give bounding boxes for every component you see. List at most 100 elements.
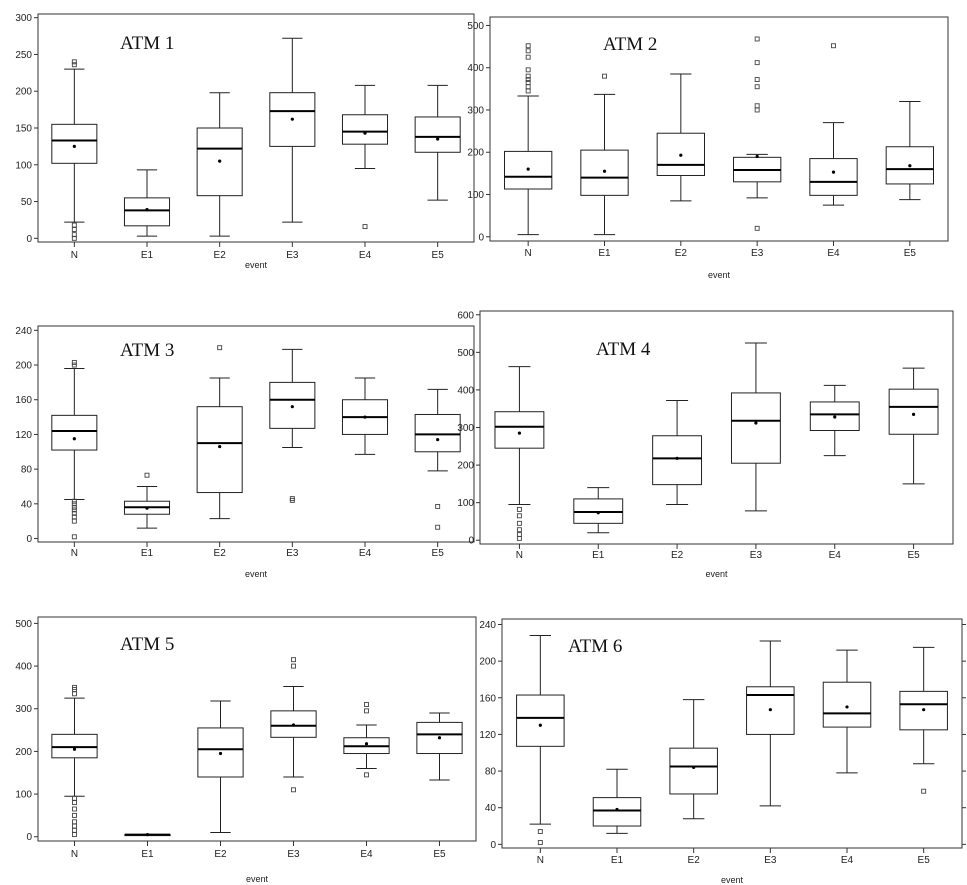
chart-title: ATM 6 (568, 636, 622, 657)
x-category-label: E2 (214, 548, 227, 559)
panel-atm-5: 0 100 200 300 400 500 N E1 E2 E3 E4 E5 event ATM 5 (15, 616, 477, 884)
box-E5 (414, 84, 461, 201)
x-category-label: E1 (611, 855, 624, 866)
iqr-box (730, 392, 781, 464)
outlier-point (71, 362, 77, 368)
box-E1 (592, 768, 642, 834)
x-category-label: E3 (286, 548, 299, 559)
panel-atm-4: 0 100 200 300 400 500 600 N E1 E2 E3 E4 E5 event ATM 4 (457, 310, 954, 579)
box-E5 (888, 367, 939, 485)
outlier-point (516, 513, 522, 519)
outlier-point (71, 59, 77, 65)
x-category-label: E4 (359, 548, 372, 559)
outlier-point (921, 788, 927, 794)
panel-atm-3: 0 40 80 120 160 200 240 N E1 E2 E3 E4 E5 event ATM 3 (15, 325, 475, 579)
box-E2 (669, 699, 718, 820)
chart-title: ATM 2 (603, 34, 657, 55)
y-tick-label: 200 (15, 87, 32, 98)
y-tick-label: 300 (15, 13, 32, 24)
x-axis-label: event (708, 270, 731, 280)
mean-marker (692, 765, 696, 769)
x-axis-label: event (245, 569, 268, 579)
x-category-label: N (71, 250, 78, 261)
x-category-label: E3 (764, 855, 777, 866)
outlier-point (754, 84, 760, 90)
outlier-point (435, 524, 441, 530)
x-category-label: E2 (671, 550, 684, 561)
mean-marker (831, 170, 836, 174)
outlier-point (362, 224, 368, 230)
y-tick-label: 0 (26, 234, 32, 245)
mean-marker (436, 137, 440, 141)
y-tick-label: 100 (457, 498, 474, 509)
outlier-point (72, 795, 77, 801)
mean-marker (679, 153, 683, 157)
y-tick-label: 500 (467, 21, 484, 32)
mean-marker (218, 159, 222, 163)
box-E2 (197, 700, 244, 833)
y-tick-label: 0 (26, 832, 32, 843)
box-E3 (746, 640, 795, 807)
box-E3 (269, 37, 316, 223)
panel-atm-1: 0 50 100 150 200 250 300 N E1 E2 E3 E4 E5 event ATM 1 (15, 13, 475, 270)
outlier-point (435, 503, 441, 509)
outlier-point (291, 657, 296, 663)
outlier-point (71, 518, 77, 524)
y-tick-label: 500 (15, 619, 32, 630)
iqr-box (196, 406, 243, 494)
x-category-label: N (537, 855, 544, 866)
outlier-point (71, 501, 77, 507)
outlier-point (72, 827, 77, 833)
chart-title: ATM 1 (120, 33, 174, 54)
box-N (504, 43, 553, 236)
box-E5 (416, 712, 463, 781)
outlier-point (71, 222, 77, 228)
x-category-label: E2 (214, 250, 227, 261)
iqr-box (494, 411, 545, 449)
box-E3 (733, 36, 782, 231)
box-N (51, 59, 98, 241)
x-category-label: E1 (592, 550, 605, 561)
iqr-box (652, 435, 703, 486)
mean-marker (72, 437, 76, 441)
iqr-box (888, 388, 939, 435)
outlier-point (72, 684, 77, 690)
outlier-point (516, 527, 522, 533)
x-category-label: E5 (433, 849, 446, 860)
mean-marker (922, 708, 926, 712)
mean-marker (436, 438, 440, 442)
x-category-label: E4 (841, 855, 854, 866)
y-tick-label: 150 (15, 124, 32, 135)
box-E2 (196, 345, 243, 520)
y-tick-label: 0 (26, 534, 32, 545)
y-tick-label: 80 (485, 767, 497, 778)
mean-marker (675, 456, 679, 460)
iqr-box (123, 197, 171, 227)
x-category-label: E1 (141, 250, 154, 261)
box-E4 (809, 384, 860, 457)
box-N (516, 634, 565, 845)
box-E3 (270, 657, 317, 793)
outlier-point (516, 520, 522, 526)
y-tick-label: 200 (479, 657, 496, 668)
y-tick-label: 300 (15, 704, 32, 715)
x-axis-label: event (705, 569, 728, 579)
mean-marker (364, 742, 369, 746)
mean-marker (908, 164, 912, 168)
mean-marker (615, 807, 619, 812)
box-N (51, 684, 98, 838)
mean-marker (911, 412, 916, 416)
outlier-point (72, 800, 77, 806)
outlier-point (602, 73, 607, 79)
x-category-label: E5 (918, 855, 931, 866)
y-tick-label: 120 (479, 730, 496, 741)
plot-frame (479, 310, 954, 545)
mean-marker (72, 144, 76, 148)
outlier-point (754, 36, 760, 42)
y-tick-label: 0 (468, 536, 474, 547)
panel-atm-6: 0 40 80 120 160 200 240 N E1 E2 E3 E4 E5 event ATM 6 (479, 618, 966, 885)
mean-marker (755, 154, 759, 159)
outlier-point (525, 54, 531, 60)
x-axis-label: event (246, 874, 269, 884)
x-category-label: E5 (907, 550, 920, 561)
